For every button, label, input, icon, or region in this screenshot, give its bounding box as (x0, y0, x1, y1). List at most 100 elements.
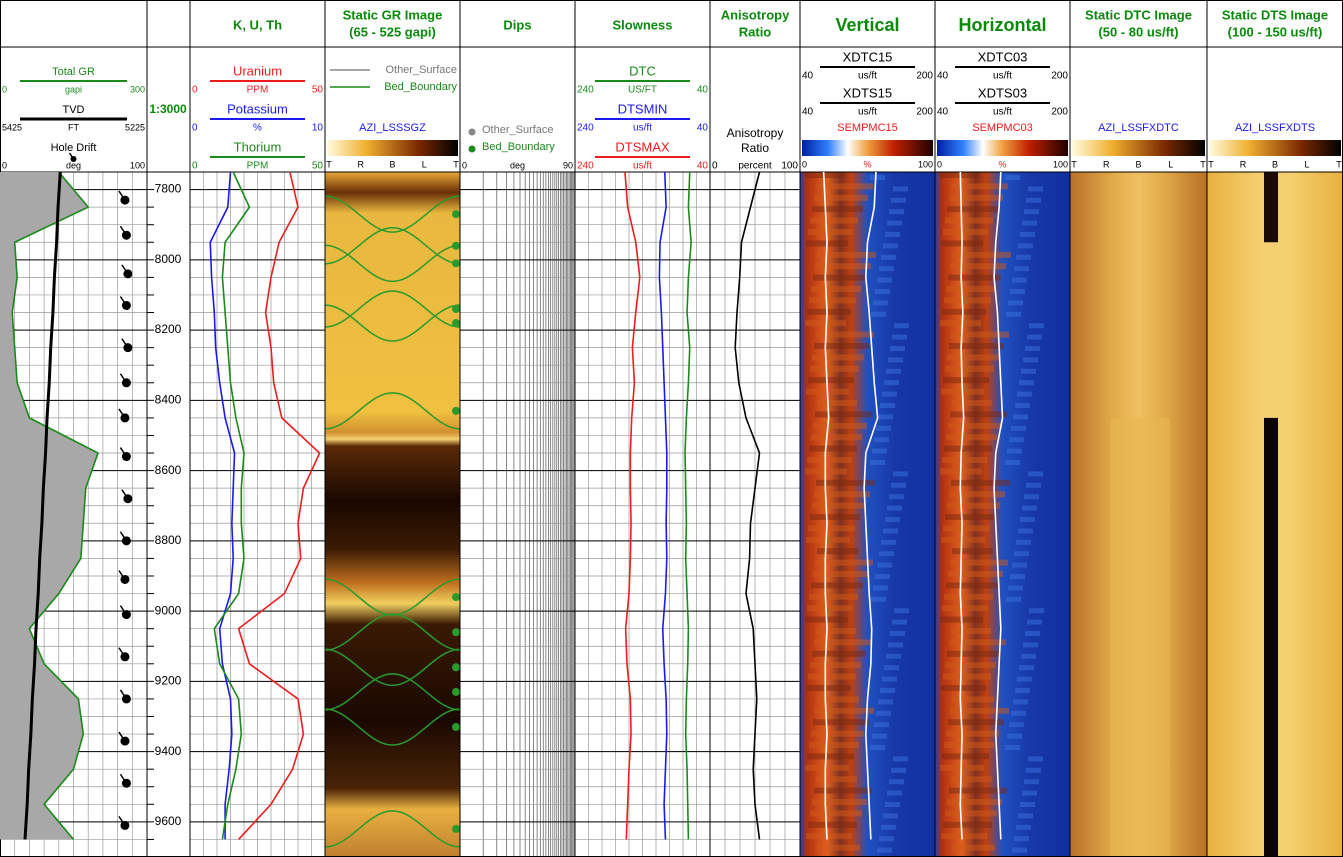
image-texture (806, 537, 850, 543)
curve-name: Potassium (227, 101, 288, 116)
curve-name: Thorium (234, 139, 282, 154)
scale-left: 5425 (2, 122, 22, 132)
curve-name: XDTS03 (978, 85, 1027, 100)
image-texture (812, 354, 864, 360)
image-texture (872, 449, 887, 454)
image-texture (873, 300, 888, 305)
image-texture (877, 848, 892, 853)
image-texture (949, 343, 1004, 349)
image-texture (943, 822, 992, 828)
curve-name: DTSMIN (618, 101, 668, 116)
image-texture (1007, 734, 1022, 739)
image-texture (947, 503, 1000, 509)
image-texture (815, 560, 873, 566)
image-texture (888, 357, 903, 362)
depth-label: 8000 (155, 252, 182, 266)
image-texture (812, 799, 867, 805)
image-texture (870, 745, 885, 750)
image-texture (942, 753, 989, 759)
tadpole (123, 343, 132, 352)
colorbar (1072, 140, 1205, 156)
colorbar (1209, 140, 1341, 156)
dip-marker (452, 593, 460, 601)
scale-unit: gapi (65, 84, 82, 94)
dip-marker (452, 210, 460, 218)
depth-label: 8600 (155, 463, 182, 477)
image-name: AZI_LSSSGZ (359, 122, 426, 134)
image-texture (809, 446, 857, 452)
image-texture (1019, 665, 1034, 670)
track-title: Horizontal (959, 15, 1047, 35)
image-texture (1009, 437, 1024, 442)
image-texture (1006, 312, 1021, 317)
image-texture (810, 662, 861, 668)
image-texture (1027, 335, 1042, 340)
scale-right: 100 (130, 160, 145, 170)
image-texture (886, 654, 901, 659)
image-texture (890, 346, 905, 351)
image-texture (877, 563, 892, 568)
image-texture (810, 810, 862, 816)
image-texture (947, 651, 1001, 657)
scale-unit: us/ft (858, 107, 877, 118)
scale-left: 0 (192, 85, 198, 96)
image-texture (1029, 608, 1044, 613)
image-texture (811, 582, 863, 588)
image-texture (943, 377, 989, 383)
image-texture (949, 639, 1006, 645)
curve-name: DTSMAX (615, 139, 670, 154)
image-texture (1011, 711, 1026, 716)
track-title: K, U, Th (233, 17, 282, 32)
track-title: Static DTC Image (1085, 7, 1192, 22)
legend-label: Other_Surface (385, 64, 457, 76)
image-texture (948, 571, 1003, 577)
image-texture (885, 517, 900, 522)
image-texture (809, 594, 858, 600)
image-texture (1006, 597, 1021, 602)
scale-right: 90 (563, 160, 573, 170)
image-texture (808, 377, 854, 383)
tadpole (120, 413, 129, 422)
orientation-label: T (453, 159, 459, 169)
image-texture (812, 206, 863, 212)
scale-right: 50 (312, 85, 324, 96)
image-texture (1016, 255, 1031, 260)
image-texture (881, 255, 896, 260)
image-texture (885, 232, 900, 237)
scale-right: 50 (312, 161, 324, 172)
image-texture (817, 548, 858, 554)
image-texture (870, 460, 885, 465)
image-texture (943, 229, 988, 235)
image-texture (1012, 848, 1027, 853)
image-texture (807, 605, 853, 611)
tadpole (123, 494, 132, 503)
scale-left: 0 (2, 160, 7, 170)
tadpole (122, 301, 131, 310)
image-texture (1016, 825, 1031, 830)
scale-unit: % (253, 123, 262, 134)
scale-left: 40 (802, 107, 814, 118)
image-name: SEMPMC03 (972, 122, 1033, 134)
image-texture (880, 688, 895, 693)
image-texture (812, 503, 865, 509)
image-texture (1018, 813, 1033, 818)
depth-label: 9000 (155, 603, 182, 617)
track-title: (65 - 525 gapi) (349, 24, 436, 39)
tadpole (123, 269, 132, 278)
image-feature (1264, 172, 1278, 242)
depth-scale: 1:3000 (149, 102, 187, 116)
image-texture (1012, 563, 1027, 568)
tadpole (122, 452, 131, 461)
scale-right: 300 (130, 84, 145, 94)
image-texture (948, 275, 1001, 281)
scale-left: 0 (192, 161, 198, 172)
image-texture (1022, 221, 1037, 226)
image-texture (871, 597, 886, 602)
image-texture (1027, 620, 1042, 625)
legend-label: Other_Surface (482, 124, 554, 136)
tadpole (122, 231, 131, 240)
scale-right: 40 (697, 161, 709, 172)
image-texture (875, 574, 890, 579)
image-texture (952, 696, 994, 702)
legend-label: Bed_Boundary (482, 141, 555, 153)
